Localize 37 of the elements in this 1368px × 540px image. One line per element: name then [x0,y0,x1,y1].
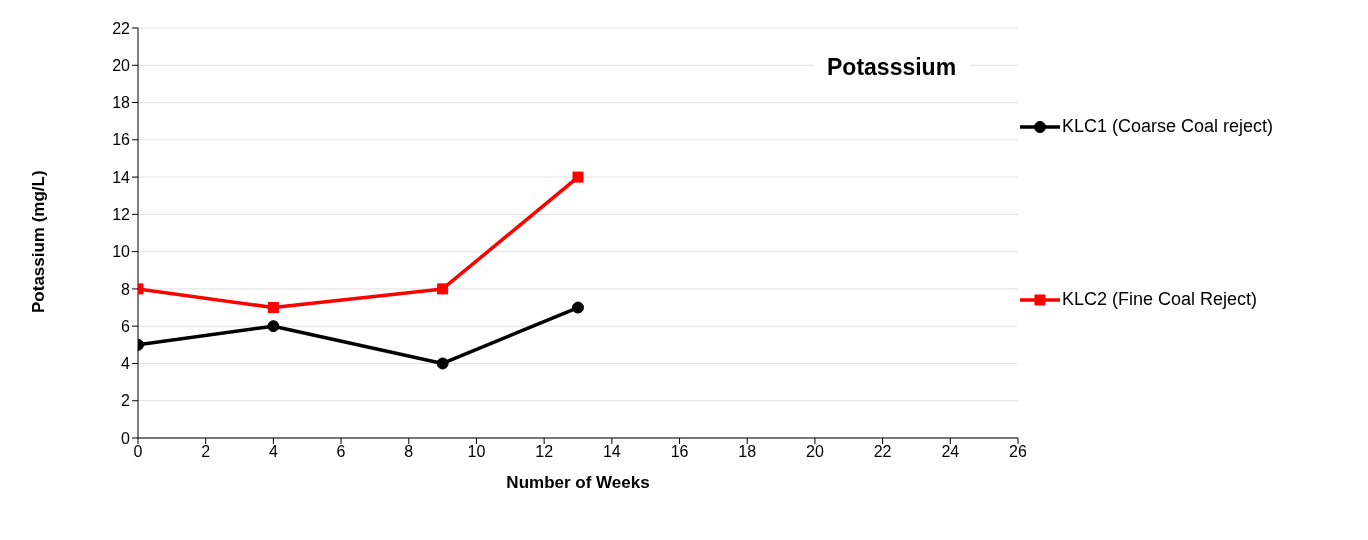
point [437,283,449,295]
y-tick-label: 6 [121,317,131,335]
x-tick-label: 6 [336,443,346,461]
point [267,302,279,314]
y-tick-label: 0 [121,429,131,447]
point [572,171,584,183]
x-tick-label: 12 [535,443,554,461]
x-tick-label: 0 [133,443,143,461]
legend-label: KLC2 (Fine Coal Reject) [1062,289,1258,310]
x-axis-title: Number of Weeks [506,473,650,492]
x-tick-label: 8 [404,443,414,461]
text: Potasssium [813,52,971,83]
y-tick-label: 20 [112,56,131,74]
y-tick-label: 8 [121,280,131,298]
x-tick-label: 20 [806,443,824,461]
x-tick-label: 18 [738,443,757,461]
x-tick-label: 14 [602,443,621,461]
y-tick-label: 18 [112,94,131,112]
x-tick-label: 4 [268,443,278,461]
x-tick-label: 24 [941,443,960,461]
y-axis-title: Potassium (mg/L) [29,170,49,313]
x-tick-label: 10 [467,443,486,461]
x-tick-label: 22 [873,443,892,461]
y-tick-label: 14 [112,168,131,186]
y-tick-label: 2 [121,392,131,410]
point [436,357,449,370]
y-tick-label: 4 [121,355,131,373]
x-tick-label: 26 [1009,443,1027,461]
y-tick-label: 10 [112,243,131,261]
x-tick-label: 2 [201,443,211,461]
x-tick-label: 16 [670,443,689,461]
point [572,301,584,314]
legend-label: KLC1 (Coarse Coal reject) [1062,116,1274,137]
y-tick-label: 22 [112,19,131,37]
y-tick-label: 12 [112,206,131,224]
y-tick-label: 16 [112,131,131,149]
point [267,320,280,333]
